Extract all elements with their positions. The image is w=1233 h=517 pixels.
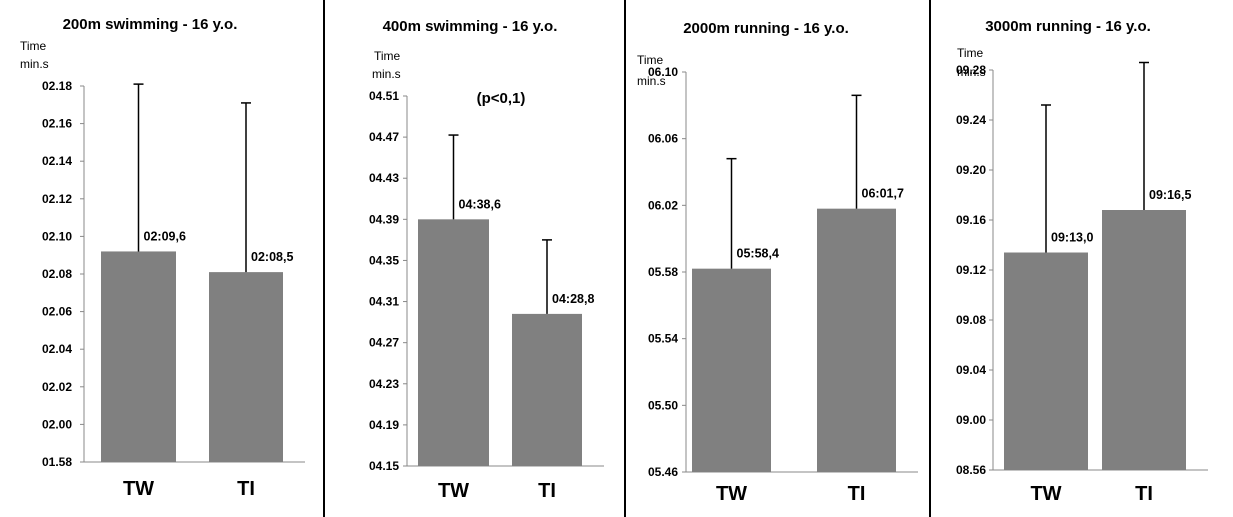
y-tick-label: 02.12	[42, 192, 72, 206]
data-label: 09:16,5	[1149, 188, 1191, 202]
chart-panel-1: 200m swimming - 16 y.o. Time min.s 01.58 02.…	[0, 0, 323, 517]
y-tick-label: 09.00	[956, 413, 986, 427]
y-tick-label: 02.10	[42, 229, 72, 243]
chart-title: 3000m running - 16 y.o.	[985, 18, 1151, 35]
chart-svg: 2000m running - 16 y.o. Time min.s 05.46 05.…	[637, 20, 918, 505]
y-tick-label: 05.54	[648, 332, 678, 346]
x-category-label: TW	[1030, 483, 1061, 505]
y-tick-label: 09.24	[956, 113, 986, 127]
annotation: (p<0,1)	[477, 90, 526, 107]
y-tick-label: 04.39	[369, 212, 399, 226]
y-axis-label-line2: min.s	[20, 57, 49, 71]
y-axis-label-line1: Time	[20, 39, 47, 53]
panel-divider	[624, 0, 626, 517]
y-tick-label: 04.43	[369, 171, 399, 185]
x-category-label: TW	[716, 483, 747, 505]
bar-tw	[1004, 252, 1088, 470]
chart-title: 400m swimming - 16 y.o.	[383, 18, 558, 35]
y-tick-label: 06.10	[648, 65, 678, 79]
chart-svg: 3000m running - 16 y.o.Time min.s 08.56 09.…	[956, 18, 1208, 505]
y-tick-label: 04.15	[369, 459, 399, 473]
y-axis-label-line1: Time	[957, 46, 984, 60]
y-tick-label: 09.16	[956, 213, 986, 227]
y-tick-label: 02.02	[42, 380, 72, 394]
x-category-label: TI	[848, 483, 866, 505]
data-label: 09:13,0	[1051, 231, 1093, 245]
y-tick-label: 09.20	[956, 163, 986, 177]
y-tick-label: 09.08	[956, 313, 986, 327]
bar-ti	[512, 313, 582, 466]
x-category-label: TW	[123, 478, 154, 500]
y-tick-label: 04.47	[369, 130, 399, 144]
y-tick-label: 05.58	[648, 265, 678, 279]
y-axis-label-line2: min.s	[637, 74, 666, 88]
y-tick-label: 04.23	[369, 377, 399, 391]
y-tick-label: 05.50	[648, 398, 678, 412]
y-tick-label: 09.04	[956, 363, 986, 377]
chart-title: 200m swimming - 16 y.o.	[63, 16, 238, 33]
y-tick-label: 06.02	[648, 198, 678, 212]
y-tick-label: 04.19	[369, 418, 399, 432]
y-tick-label: 05.46	[648, 465, 678, 479]
y-tick-label: 04.27	[369, 336, 399, 350]
y-tick-label: 09.12	[956, 263, 986, 277]
y-axis-label-line2: min.s	[372, 67, 401, 81]
panel-divider	[323, 0, 325, 517]
x-category-label: TI	[237, 478, 255, 500]
data-label: 02:08,5	[251, 250, 293, 264]
bar-ti	[817, 208, 896, 472]
y-tick-label: 01.58	[42, 455, 72, 469]
data-label: 04:28,8	[552, 292, 594, 306]
y-tick-label: 04.35	[369, 253, 399, 267]
y-tick-label: 02.14	[42, 154, 72, 168]
bar-ti	[209, 272, 283, 462]
y-tick-label: 02.16	[42, 117, 72, 131]
x-category-label: TI	[1135, 483, 1153, 505]
y-tick-label: 02.00	[42, 417, 72, 431]
y-axis-label-line1: Time	[374, 49, 401, 63]
y-tick-label: 02.04	[42, 342, 72, 356]
y-tick-label: 09.28	[956, 63, 986, 77]
y-tick-label: 04.31	[369, 295, 399, 309]
data-label: 02:09,6	[144, 229, 186, 243]
data-label: 05:58,4	[737, 247, 779, 261]
y-axis-label-line1: Time	[637, 53, 664, 67]
bar-tw	[101, 251, 176, 462]
chart-panel-4: 3000m running - 16 y.o. Time min.s 08.56 09.…	[931, 0, 1233, 517]
bar-tw	[692, 268, 771, 472]
data-label: 06:01,7	[862, 187, 904, 201]
x-category-label: TI	[538, 480, 556, 502]
y-tick-label: 04.51	[369, 89, 399, 103]
x-category-label: TW	[438, 480, 469, 502]
chart-title: 2000m running - 16 y.o.	[683, 20, 849, 37]
y-axis-label-line2: min.s	[957, 65, 986, 79]
chart-svg: 200m swimming - 16 y.o. Time min.s 01.58 02.…	[20, 16, 305, 500]
y-tick-label: 02.06	[42, 305, 72, 319]
chart-panel-3: 2000m running - 16 y.o. Time min.s 05.46 05.…	[626, 0, 929, 517]
y-tick-label: 02.08	[42, 267, 72, 281]
chart-panel-2: 400m swimming - 16 y.o. Time min.s 04.15 04.…	[325, 0, 624, 517]
bar-ti	[1102, 210, 1186, 470]
chart-svg: 400m swimming - 16 y.o. Time min.s 04.15 04.…	[369, 18, 604, 502]
y-tick-label: 08.56	[956, 463, 986, 477]
panel-divider	[929, 0, 931, 517]
bar-tw	[418, 219, 489, 466]
y-tick-label: 02.18	[42, 79, 72, 93]
data-label: 04:38,6	[459, 197, 501, 211]
y-tick-label: 06.06	[648, 132, 678, 146]
